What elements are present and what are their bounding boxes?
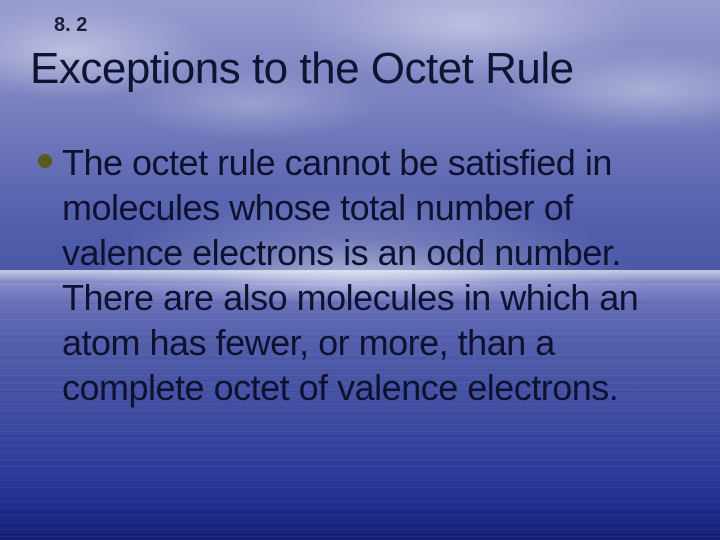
slide: 8. 2 Exceptions to the Octet Rule The oc… bbox=[0, 0, 720, 540]
section-number: 8. 2 bbox=[54, 14, 87, 37]
body-area: The octet rule cannot be satisfied in mo… bbox=[38, 140, 690, 410]
body-text: The octet rule cannot be satisfied in mo… bbox=[62, 140, 690, 410]
bullet-dot-icon bbox=[38, 154, 52, 168]
bullet-item: The octet rule cannot be satisfied in mo… bbox=[38, 140, 690, 410]
slide-title: Exceptions to the Octet Rule bbox=[30, 44, 574, 94]
